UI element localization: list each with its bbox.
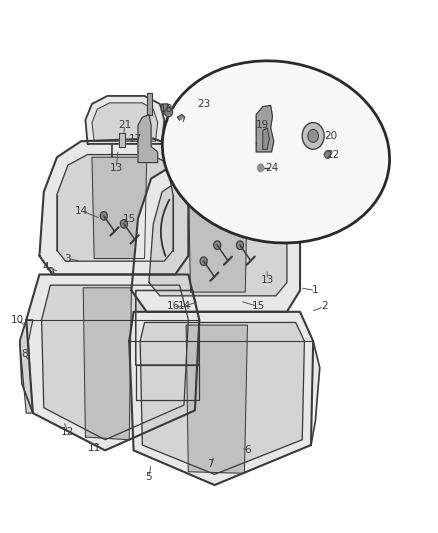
Polygon shape	[20, 320, 26, 384]
Polygon shape	[131, 157, 300, 312]
Polygon shape	[129, 312, 313, 485]
Text: 24: 24	[265, 163, 278, 173]
Text: 14: 14	[177, 302, 191, 311]
Polygon shape	[204, 164, 269, 200]
Polygon shape	[149, 175, 287, 296]
Circle shape	[237, 241, 244, 249]
Polygon shape	[26, 274, 199, 450]
Polygon shape	[177, 115, 185, 120]
Text: 7: 7	[207, 459, 214, 469]
Polygon shape	[147, 93, 152, 115]
Text: 10: 10	[11, 315, 24, 325]
Circle shape	[200, 257, 207, 265]
Text: 21: 21	[118, 120, 131, 130]
Polygon shape	[263, 128, 269, 149]
Polygon shape	[197, 157, 276, 205]
Text: 22: 22	[326, 150, 339, 159]
Ellipse shape	[162, 61, 389, 243]
Text: 9: 9	[47, 267, 54, 277]
Polygon shape	[85, 96, 164, 144]
Text: 4: 4	[42, 262, 49, 271]
Polygon shape	[161, 104, 171, 115]
Polygon shape	[92, 157, 147, 259]
Polygon shape	[188, 179, 247, 292]
Text: 6: 6	[244, 446, 251, 455]
Text: 11: 11	[88, 443, 101, 453]
Text: 20: 20	[324, 131, 337, 141]
Polygon shape	[20, 320, 33, 413]
Polygon shape	[92, 103, 158, 141]
Text: 12: 12	[61, 427, 74, 437]
Polygon shape	[138, 115, 158, 163]
Circle shape	[120, 220, 127, 228]
Text: 15: 15	[123, 214, 136, 223]
Text: 1: 1	[312, 286, 319, 295]
Text: 23: 23	[197, 99, 210, 109]
Polygon shape	[313, 341, 320, 421]
Circle shape	[258, 164, 264, 172]
Text: 8: 8	[21, 350, 28, 359]
Text: 14: 14	[74, 206, 88, 215]
Polygon shape	[57, 155, 173, 261]
Polygon shape	[136, 365, 199, 400]
Text: 13: 13	[110, 163, 123, 173]
Circle shape	[302, 123, 324, 149]
Text: 16: 16	[166, 302, 180, 311]
Circle shape	[214, 241, 221, 249]
Circle shape	[100, 212, 107, 220]
Polygon shape	[256, 106, 274, 152]
Circle shape	[325, 151, 331, 158]
Text: 17: 17	[129, 134, 142, 143]
Polygon shape	[324, 150, 328, 157]
Polygon shape	[42, 285, 188, 440]
Polygon shape	[136, 290, 199, 365]
Polygon shape	[83, 288, 131, 440]
Circle shape	[165, 107, 173, 117]
Text: 13: 13	[261, 275, 274, 285]
Polygon shape	[39, 139, 188, 274]
Polygon shape	[186, 325, 247, 473]
Text: 18: 18	[160, 104, 173, 114]
Circle shape	[308, 130, 318, 142]
Text: 3: 3	[64, 254, 71, 263]
Text: 19: 19	[256, 120, 269, 130]
Polygon shape	[119, 133, 125, 147]
Polygon shape	[140, 322, 304, 474]
Text: 2: 2	[321, 302, 328, 311]
Text: 15: 15	[252, 302, 265, 311]
Text: 5: 5	[145, 472, 152, 482]
